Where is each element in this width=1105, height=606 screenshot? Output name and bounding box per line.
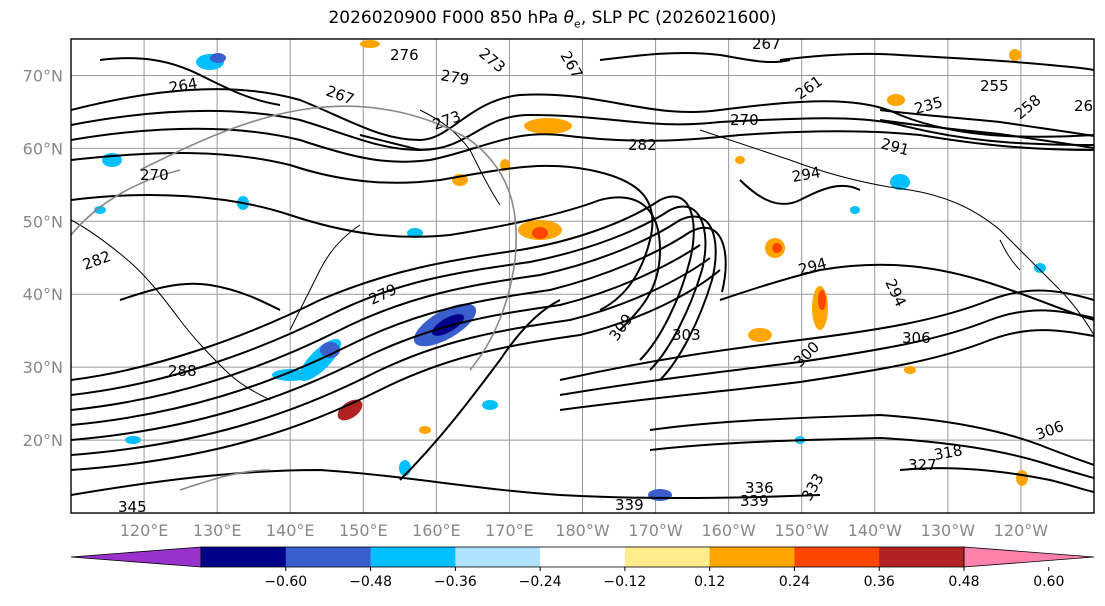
colorbar-segment xyxy=(285,547,372,567)
longitude-label: 150°E xyxy=(339,521,388,540)
colorbar-segment xyxy=(370,547,456,567)
longitude-label: 170°W xyxy=(628,521,683,540)
longitude-label: 170°E xyxy=(485,521,534,540)
map-frame xyxy=(70,38,1095,514)
colorbar-tick-label: 0.60 xyxy=(1033,574,1064,590)
contour-label: 26 xyxy=(1074,97,1093,115)
positive-anomaly-patch xyxy=(1009,49,1021,61)
contour-label: 339 xyxy=(615,496,644,514)
negative-anomaly-patch xyxy=(1034,263,1046,273)
colorbar-lower-extend xyxy=(70,546,202,568)
contour-label: 279 xyxy=(439,66,470,89)
longitude-label: 130°W xyxy=(921,521,976,540)
negative-anomaly-patch xyxy=(432,314,464,336)
contour-label: 255 xyxy=(980,77,1009,95)
colorbar-segment xyxy=(455,547,541,567)
longitude-label: 120°W xyxy=(994,521,1049,540)
contour-label: 327 xyxy=(908,456,937,474)
negative-anomaly-patch xyxy=(125,436,141,444)
colorbar-segment xyxy=(624,547,711,567)
colorbar-tick-label: 0.36 xyxy=(864,574,895,590)
contour-label: 303 xyxy=(672,326,701,344)
positive-anomaly-patch xyxy=(337,399,363,421)
colorbar-outline xyxy=(200,546,965,568)
negative-anomaly-patch xyxy=(272,369,308,381)
colorbar-segment xyxy=(879,547,965,567)
negative-anomaly-patch xyxy=(407,228,423,238)
colorbar-tick-label: −0.24 xyxy=(519,574,562,590)
contour-label: 306 xyxy=(902,329,931,347)
positive-anomaly-patch xyxy=(1016,470,1028,486)
figure-title: 2026020900 F000 850 hPa θe, SLP PC (2026… xyxy=(328,8,777,31)
longitude-label: 180°W xyxy=(555,521,610,540)
longitude-labels: 120°E 130°E 140°E 150°E 160°E 170°E 180°W 170°W… xyxy=(120,521,1049,540)
slp-contours xyxy=(71,105,517,491)
colorbar-tick-label: 0.48 xyxy=(948,574,979,590)
longitude-label: 140°E xyxy=(266,521,315,540)
colorbar-segment xyxy=(794,547,880,567)
contour-label: 288 xyxy=(168,362,197,380)
longitude-label: 140°W xyxy=(848,521,903,540)
colorbar-tick-label: −0.36 xyxy=(434,574,477,590)
colorbar-tick-label: −0.48 xyxy=(349,574,392,590)
contour-label: 339 xyxy=(740,492,769,510)
latitude-label: 60°N xyxy=(23,139,63,158)
negative-anomaly-patch xyxy=(850,206,860,214)
longitude-label: 130°E xyxy=(193,521,242,540)
positive-anomaly-patch xyxy=(735,156,745,164)
contour-label: 270 xyxy=(140,166,169,184)
contour-label: 345 xyxy=(118,498,147,516)
positive-anomaly-patch xyxy=(818,290,826,310)
contour-label: 294 xyxy=(791,163,822,186)
colorbar-segment xyxy=(201,547,287,567)
colorbar-segment xyxy=(540,547,626,567)
contour-label: 270 xyxy=(730,111,759,129)
latitude-labels: 70°N 60°N 50°N 40°N 30°N 20°N xyxy=(23,66,63,450)
latitude-label: 70°N xyxy=(23,66,63,85)
longitude-label: 120°E xyxy=(120,521,169,540)
contour-label: 264 xyxy=(168,74,199,97)
colorbar xyxy=(70,546,1095,568)
positive-anomaly-patch xyxy=(360,40,380,48)
colorbar-tick-label: −0.12 xyxy=(603,574,646,590)
longitude-label: 160°E xyxy=(412,521,461,540)
contour-label: 336 xyxy=(745,479,774,497)
latitude-label: 40°N xyxy=(23,285,63,304)
contour-label: 282 xyxy=(628,136,657,154)
latitude-label: 30°N xyxy=(23,358,63,377)
latitude-label: 50°N xyxy=(23,212,63,231)
contour-label: 318 xyxy=(933,441,964,464)
colorbar-segment xyxy=(709,547,795,567)
negative-anomaly-patch xyxy=(482,400,498,410)
positive-anomaly-patch xyxy=(772,243,782,253)
negative-anomaly-patch xyxy=(890,174,910,190)
contour-label: 276 xyxy=(390,46,419,64)
graticule xyxy=(71,39,1094,513)
map-panel: 276 273 267 267 255 264 279 267 261 235 … xyxy=(71,35,1094,516)
colorbar-tick-label: 0.24 xyxy=(779,574,810,590)
colorbar-upper-extend xyxy=(963,546,1095,568)
positive-anomaly-patch xyxy=(887,94,905,106)
theta-e-contours xyxy=(71,51,1094,500)
colorbar-tick-label: −0.60 xyxy=(264,574,307,590)
colorbar-tick-label: 0.12 xyxy=(694,574,725,590)
negative-anomaly-patch xyxy=(94,206,106,214)
longitude-label: 160°W xyxy=(701,521,756,540)
longitude-label: 150°W xyxy=(775,521,830,540)
positive-anomaly-patch xyxy=(524,118,572,134)
negative-anomaly-patch xyxy=(320,342,340,358)
positive-anomaly-patch xyxy=(904,366,916,374)
colorbar-ticks: −0.60 −0.48 −0.36 −0.24 −0.12 0.12 0.24 0.36 0.4… xyxy=(264,567,1064,590)
positive-anomaly-patch xyxy=(419,426,431,434)
anomaly-fills xyxy=(94,40,1046,501)
negative-anomaly-patch xyxy=(648,489,672,501)
latitude-label: 20°N xyxy=(23,431,63,450)
negative-anomaly-patch xyxy=(210,53,226,63)
positive-anomaly-patch xyxy=(748,328,772,342)
contour-label: 267 xyxy=(752,35,781,53)
positive-anomaly-patch xyxy=(532,227,548,239)
